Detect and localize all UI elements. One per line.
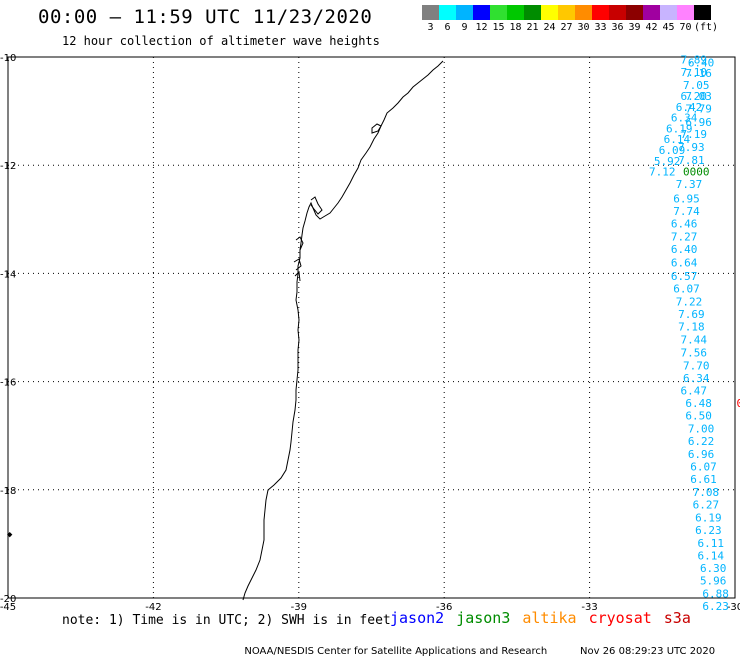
wave-height-label: 7.44 (681, 333, 708, 346)
longitude-tick-label: -39 (291, 602, 307, 613)
wave-height-label: 6.23 (702, 600, 729, 613)
wave-height-label: 6.14 (698, 549, 725, 562)
satellite-legend: jason2 jason3 altika cryosat s3a (390, 609, 703, 627)
legend-entry-jason2: jason2 (390, 609, 444, 627)
latitude-tick-label: -16 (0, 378, 16, 389)
map-frame (8, 57, 735, 598)
wave-height-label: 0 (737, 397, 740, 410)
wave-height-label: 6.19 (695, 511, 722, 524)
wave-height-label: 6.22 (688, 435, 715, 448)
latitude-tick-label: -18 (0, 486, 16, 497)
wave-height-label: 6.40 (671, 243, 698, 256)
wave-height-label: 7.27 (671, 231, 698, 244)
wave-height-label: 7.18 (678, 320, 705, 333)
latitude-tick-label: -14 (0, 269, 16, 280)
wave-height-label: 6.27 (693, 498, 720, 511)
coastline (243, 61, 443, 600)
latitude-tick-label: -20 (0, 594, 16, 605)
map-grid: -45-42-39-36-33-30-10-12-14-16-18-20 (0, 53, 740, 613)
wave-height-label: 7.19 (681, 128, 708, 141)
footer-note: note: 1) Time is in UTC; 2) SWH is in fe… (62, 613, 391, 628)
wave-height-label: 7.08 (693, 486, 720, 499)
wave-height-label: 7.12 (649, 166, 676, 179)
wave-height-label: 6.96 (688, 448, 715, 461)
wave-height-label: 6.48 (685, 397, 712, 410)
wave-height-label: 6.95 (673, 193, 700, 206)
wave-height-label: 6.64 (671, 257, 698, 270)
bay-inlet (311, 197, 322, 214)
wave-height-label: 7.22 (676, 296, 703, 309)
latitude-tick-label: -12 (0, 161, 16, 172)
wave-height-label: 7.70 (683, 359, 710, 372)
wave-height-label: 6.23 (695, 524, 722, 537)
wave-height-label: 6.07 (690, 461, 717, 474)
generated-timestamp: Nov 26 08:29:23 UTC 2020 (580, 646, 715, 657)
credit-text: NOAA/NESDIS Center for Satellite Applica… (244, 646, 547, 657)
wave-height-label: 7.74 (673, 205, 700, 218)
wave-height-label: 6.57 (671, 270, 698, 283)
wave-height-label: 0000 (683, 166, 710, 179)
wave-height-label: 7.69 (678, 308, 705, 321)
wave-height-label: 7.00 (688, 423, 715, 436)
legend-entry-jason3: jason3 (456, 609, 510, 627)
wave-height-label: 6.47 (681, 384, 708, 397)
wave-height-label: 5.96 (700, 575, 727, 588)
stray-mark: ◆ (7, 530, 13, 540)
legend-entry-cryosat: cryosat (589, 609, 652, 627)
latitude-tick-label: -10 (0, 53, 16, 64)
wave-height-label: 6.07 (673, 283, 700, 296)
wave-height-label: 7.93 (678, 141, 705, 154)
wave-height-label: 6.30 (700, 562, 727, 575)
wave-height-label: 6.61 (690, 473, 717, 486)
longitude-tick-label: -42 (145, 602, 161, 613)
legend-entry-altika: altika (522, 609, 576, 627)
wave-height-label: 6.50 (685, 410, 712, 423)
wave-height-label: 6.88 (702, 588, 729, 601)
wave-height-label: 6.46 (671, 218, 698, 231)
island-north (372, 124, 381, 133)
coastal-islets (294, 237, 303, 281)
wave-height-label: 7.56 (681, 346, 708, 359)
legend-entry-s3a: s3a (664, 609, 691, 627)
wave-height-label: 6.11 (698, 537, 725, 550)
wave-height-label: 6.34 (683, 372, 710, 385)
wave-height-label: 7.37 (676, 178, 703, 191)
wave-height-labels: 7.896.407.107.167.056.207.036.427.796.34… (649, 54, 740, 613)
credit-line: NOAA/NESDIS Center for Satellite Applica… (238, 635, 547, 657)
